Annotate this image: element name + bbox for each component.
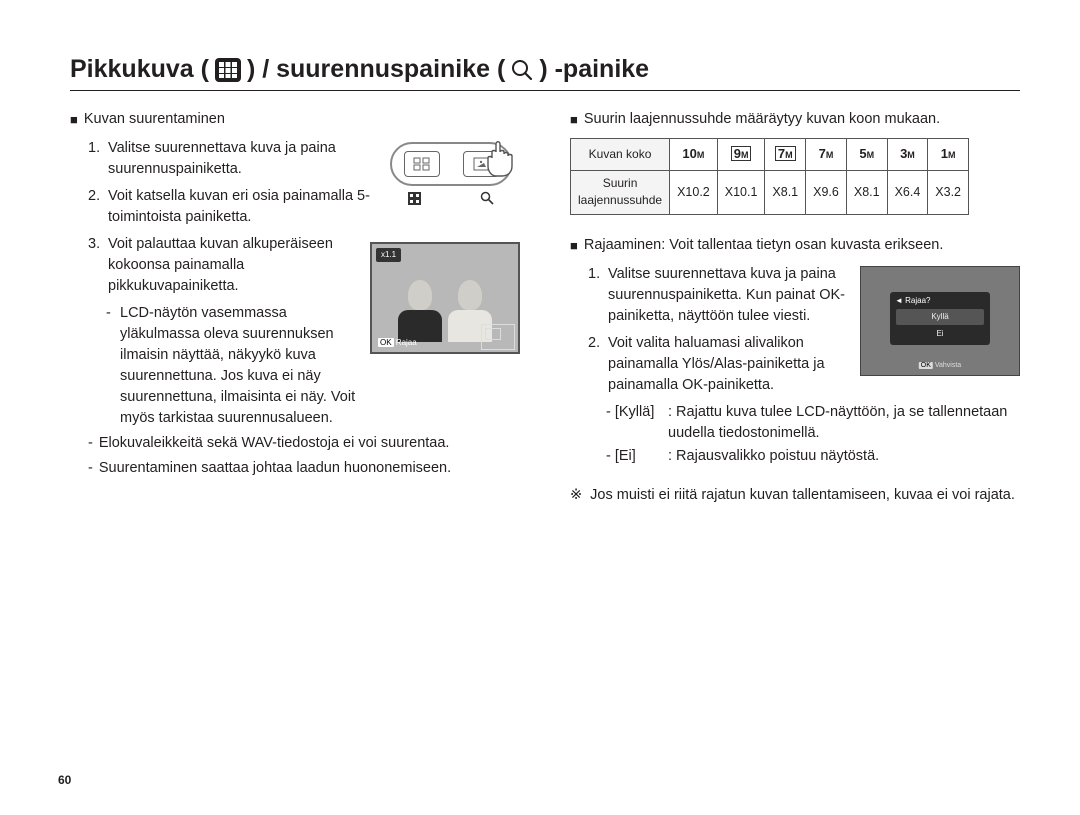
right-column: ■ Suurin laajennussuhde määräytyy kuvan … [570,109,1020,506]
zoom-rocker-illustration [390,138,520,234]
size-10m: 10M [670,139,718,171]
memory-note: ※ Jos muisti ei riitä rajatun kuvan tall… [570,485,1020,506]
result-no: - [Ei] : Rajausvalikko poistuu näytöstä. [570,446,1020,467]
left-sub-2: - Elokuvaleikkeitä sekä WAV-tiedostoja e… [70,433,520,454]
step-number: 2. [88,186,102,228]
size-7m: 7M [806,139,847,171]
thumbnail-icon [215,58,241,82]
hand-icon [476,138,524,178]
right-step-1: 1. Valitse suurennettava kuva ja paina s… [570,264,848,327]
note-icon: ※ [570,485,582,506]
magnify-small-icon [480,190,494,210]
magnify-icon [511,59,533,81]
left-sub-3: - Suurentaminen saattaa johtaa laadun hu… [70,458,520,479]
left-step-3: 3. Voit palauttaa kuvan alkuperäiseen ko… [70,234,358,297]
right-step-2: 2. Voit valita haluamasi alivalikon pain… [570,333,848,396]
table-head-size: Kuvan koko [571,139,670,171]
crop-opt-yes: Kyllä [896,309,984,325]
zoom-out-icon [404,151,440,177]
page-title: Pikkukuva ( ) / suurennuspainike ( ) -pa… [70,55,1020,91]
crop-dialog: ◄ Rajaa? Kyllä Ei [890,292,990,346]
left-step-2: 2. Voit katsella kuvan eri osia painamal… [70,186,380,228]
title-text-3: ) -painike [539,55,649,84]
zoom-ratio-table: Kuvan koko 10M 9M 7M 7M 5M 3M 1M Suurinl… [570,138,969,215]
left-sub-1: - LCD-näytön vasemmassa yläkulmassa olev… [70,303,358,429]
size-1m: 1M [928,139,969,171]
lcd-caption: OK Rajaa [378,337,417,349]
size-7m-wide: 7M [765,139,806,171]
bullet-icon: ■ [570,237,578,258]
right-heading-1: ■ Suurin laajennussuhde määräytyy kuvan … [570,109,1020,130]
left-step-1: 1. Valitse suurennettava kuva ja paina s… [70,138,380,180]
crop-opt-no: Ei [896,326,984,342]
bullet-icon: ■ [570,111,578,132]
table-head-ratio: Suurinlaajennussuhde [571,170,670,214]
left-heading: ■ Kuvan suurentaminen [70,109,520,130]
step-number: 1. [88,138,102,180]
step-number: 1. [588,264,602,327]
size-5m: 5M [846,139,887,171]
step-number: 2. [588,333,602,396]
step-number: 3. [88,234,102,297]
right-heading-2: ■ Rajaaminen: Voit tallentaa tietyn osan… [570,235,1020,256]
title-text-1: Pikkukuva ( [70,55,209,84]
bullet-icon: ■ [70,111,78,132]
size-9m-wide: 9M [717,139,765,171]
left-column: ■ Kuvan suurentaminen 1. Valitse suurenn… [70,109,520,506]
left-heading-text: Kuvan suurentaminen [84,109,520,130]
crop-preview: ◄ Rajaa? Kyllä Ei OK Vahvista [860,266,1020,376]
thumbnail-small-icon [408,190,421,210]
page-number: 60 [58,773,71,787]
table-row: Suurinlaajennussuhde X10.2 X10.1 X8.1 X9… [571,170,969,214]
table-row: Kuvan koko 10M 9M 7M 7M 5M 3M 1M [571,139,969,171]
title-text-2: ) / suurennuspainike ( [247,55,505,84]
crop-caption: OK Vahvista [919,361,961,371]
nav-box [481,324,515,350]
result-yes: - [Kyllä] : Rajattu kuva tulee LCD-näytt… [570,402,1020,444]
lcd-preview: x1.1 OK Rajaa [370,242,520,354]
size-3m: 3M [887,139,928,171]
play-icon: ◄ [895,296,903,305]
